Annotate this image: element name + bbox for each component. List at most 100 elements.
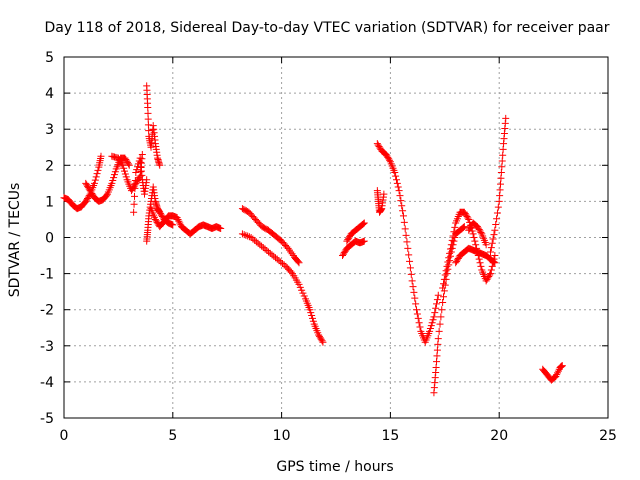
plot-frame bbox=[63, 56, 609, 419]
data-point bbox=[299, 289, 307, 297]
data-point bbox=[359, 220, 367, 228]
data-point bbox=[411, 294, 419, 302]
data-point bbox=[268, 251, 276, 259]
data-point bbox=[439, 284, 447, 292]
data-point bbox=[445, 261, 453, 269]
data-point bbox=[296, 283, 304, 291]
data-point bbox=[469, 230, 477, 238]
data-point bbox=[460, 223, 468, 231]
data-point bbox=[339, 250, 347, 258]
data-point bbox=[395, 187, 403, 195]
data-point bbox=[554, 367, 562, 375]
y-tick-label: -1 bbox=[40, 267, 54, 283]
data-point bbox=[440, 275, 448, 283]
data-point bbox=[470, 234, 478, 241]
data-point bbox=[153, 218, 161, 226]
data-point bbox=[275, 257, 283, 265]
data-point bbox=[360, 219, 368, 227]
data-point bbox=[115, 156, 123, 164]
x-tick-label: 15 bbox=[381, 428, 399, 444]
data-point bbox=[143, 176, 151, 184]
data-point bbox=[446, 245, 454, 253]
data-point bbox=[169, 221, 177, 229]
data-point bbox=[117, 158, 125, 166]
data-point bbox=[446, 252, 454, 260]
data-point bbox=[91, 176, 99, 184]
data-point bbox=[240, 231, 248, 239]
data-point bbox=[287, 268, 295, 276]
data-point bbox=[416, 323, 424, 331]
data-point bbox=[308, 311, 316, 319]
y-tick-label: 3 bbox=[45, 122, 54, 138]
data-point bbox=[134, 175, 142, 183]
data-point bbox=[440, 287, 448, 295]
data-point bbox=[174, 215, 182, 223]
data-point bbox=[359, 221, 367, 229]
data-point bbox=[466, 225, 474, 233]
data-point bbox=[151, 215, 159, 223]
data-point bbox=[133, 166, 141, 174]
data-point bbox=[410, 288, 418, 296]
data-point bbox=[265, 248, 273, 256]
data-point bbox=[446, 249, 454, 257]
data-point bbox=[375, 143, 383, 151]
data-point bbox=[442, 267, 450, 275]
data-point bbox=[84, 184, 92, 192]
data-point bbox=[130, 200, 138, 208]
data-point bbox=[486, 248, 494, 256]
data-point bbox=[487, 244, 495, 252]
data-point bbox=[430, 313, 438, 321]
data-point bbox=[449, 232, 457, 240]
data-point bbox=[316, 334, 324, 342]
data-point bbox=[122, 173, 130, 181]
data-point bbox=[252, 238, 260, 246]
data-point bbox=[463, 213, 471, 221]
data-point bbox=[175, 217, 183, 225]
data-point bbox=[491, 259, 499, 267]
data-point bbox=[256, 241, 264, 249]
data-point bbox=[340, 249, 348, 257]
data-point bbox=[308, 314, 316, 322]
data-point bbox=[413, 306, 421, 314]
data-point bbox=[434, 335, 442, 343]
data-point bbox=[492, 221, 500, 229]
data-point bbox=[484, 274, 492, 282]
y-tick-label: -4 bbox=[40, 375, 54, 391]
y-tick-label: 5 bbox=[45, 50, 54, 66]
data-point bbox=[298, 286, 306, 294]
data-point bbox=[491, 252, 499, 260]
y-tick-label: 1 bbox=[45, 194, 54, 210]
data-point bbox=[403, 238, 411, 246]
data-point bbox=[373, 140, 381, 148]
data-point bbox=[473, 223, 481, 231]
data-point bbox=[427, 322, 435, 330]
data-point bbox=[217, 224, 225, 232]
data-point bbox=[88, 189, 96, 197]
data-point bbox=[84, 193, 92, 201]
data-point bbox=[97, 152, 105, 160]
data-point bbox=[120, 167, 128, 175]
data-point bbox=[82, 179, 90, 187]
data-point bbox=[554, 369, 562, 377]
x-tick-label: 5 bbox=[168, 428, 177, 444]
data-point bbox=[415, 319, 423, 327]
data-point bbox=[445, 254, 453, 262]
data-point bbox=[124, 160, 132, 168]
data-point bbox=[124, 158, 132, 166]
data-point bbox=[131, 184, 139, 192]
data-point bbox=[502, 114, 510, 122]
data-point bbox=[493, 209, 501, 217]
data-point bbox=[300, 292, 308, 300]
data-point bbox=[176, 219, 184, 227]
data-point bbox=[432, 304, 440, 312]
data-point bbox=[488, 239, 496, 247]
data-point bbox=[247, 234, 255, 241]
data-point bbox=[493, 215, 501, 223]
data-point bbox=[477, 262, 485, 270]
data-point bbox=[83, 181, 91, 189]
data-point bbox=[435, 327, 443, 335]
data-point bbox=[273, 255, 281, 263]
data-point bbox=[259, 244, 267, 252]
data-point bbox=[447, 241, 455, 249]
